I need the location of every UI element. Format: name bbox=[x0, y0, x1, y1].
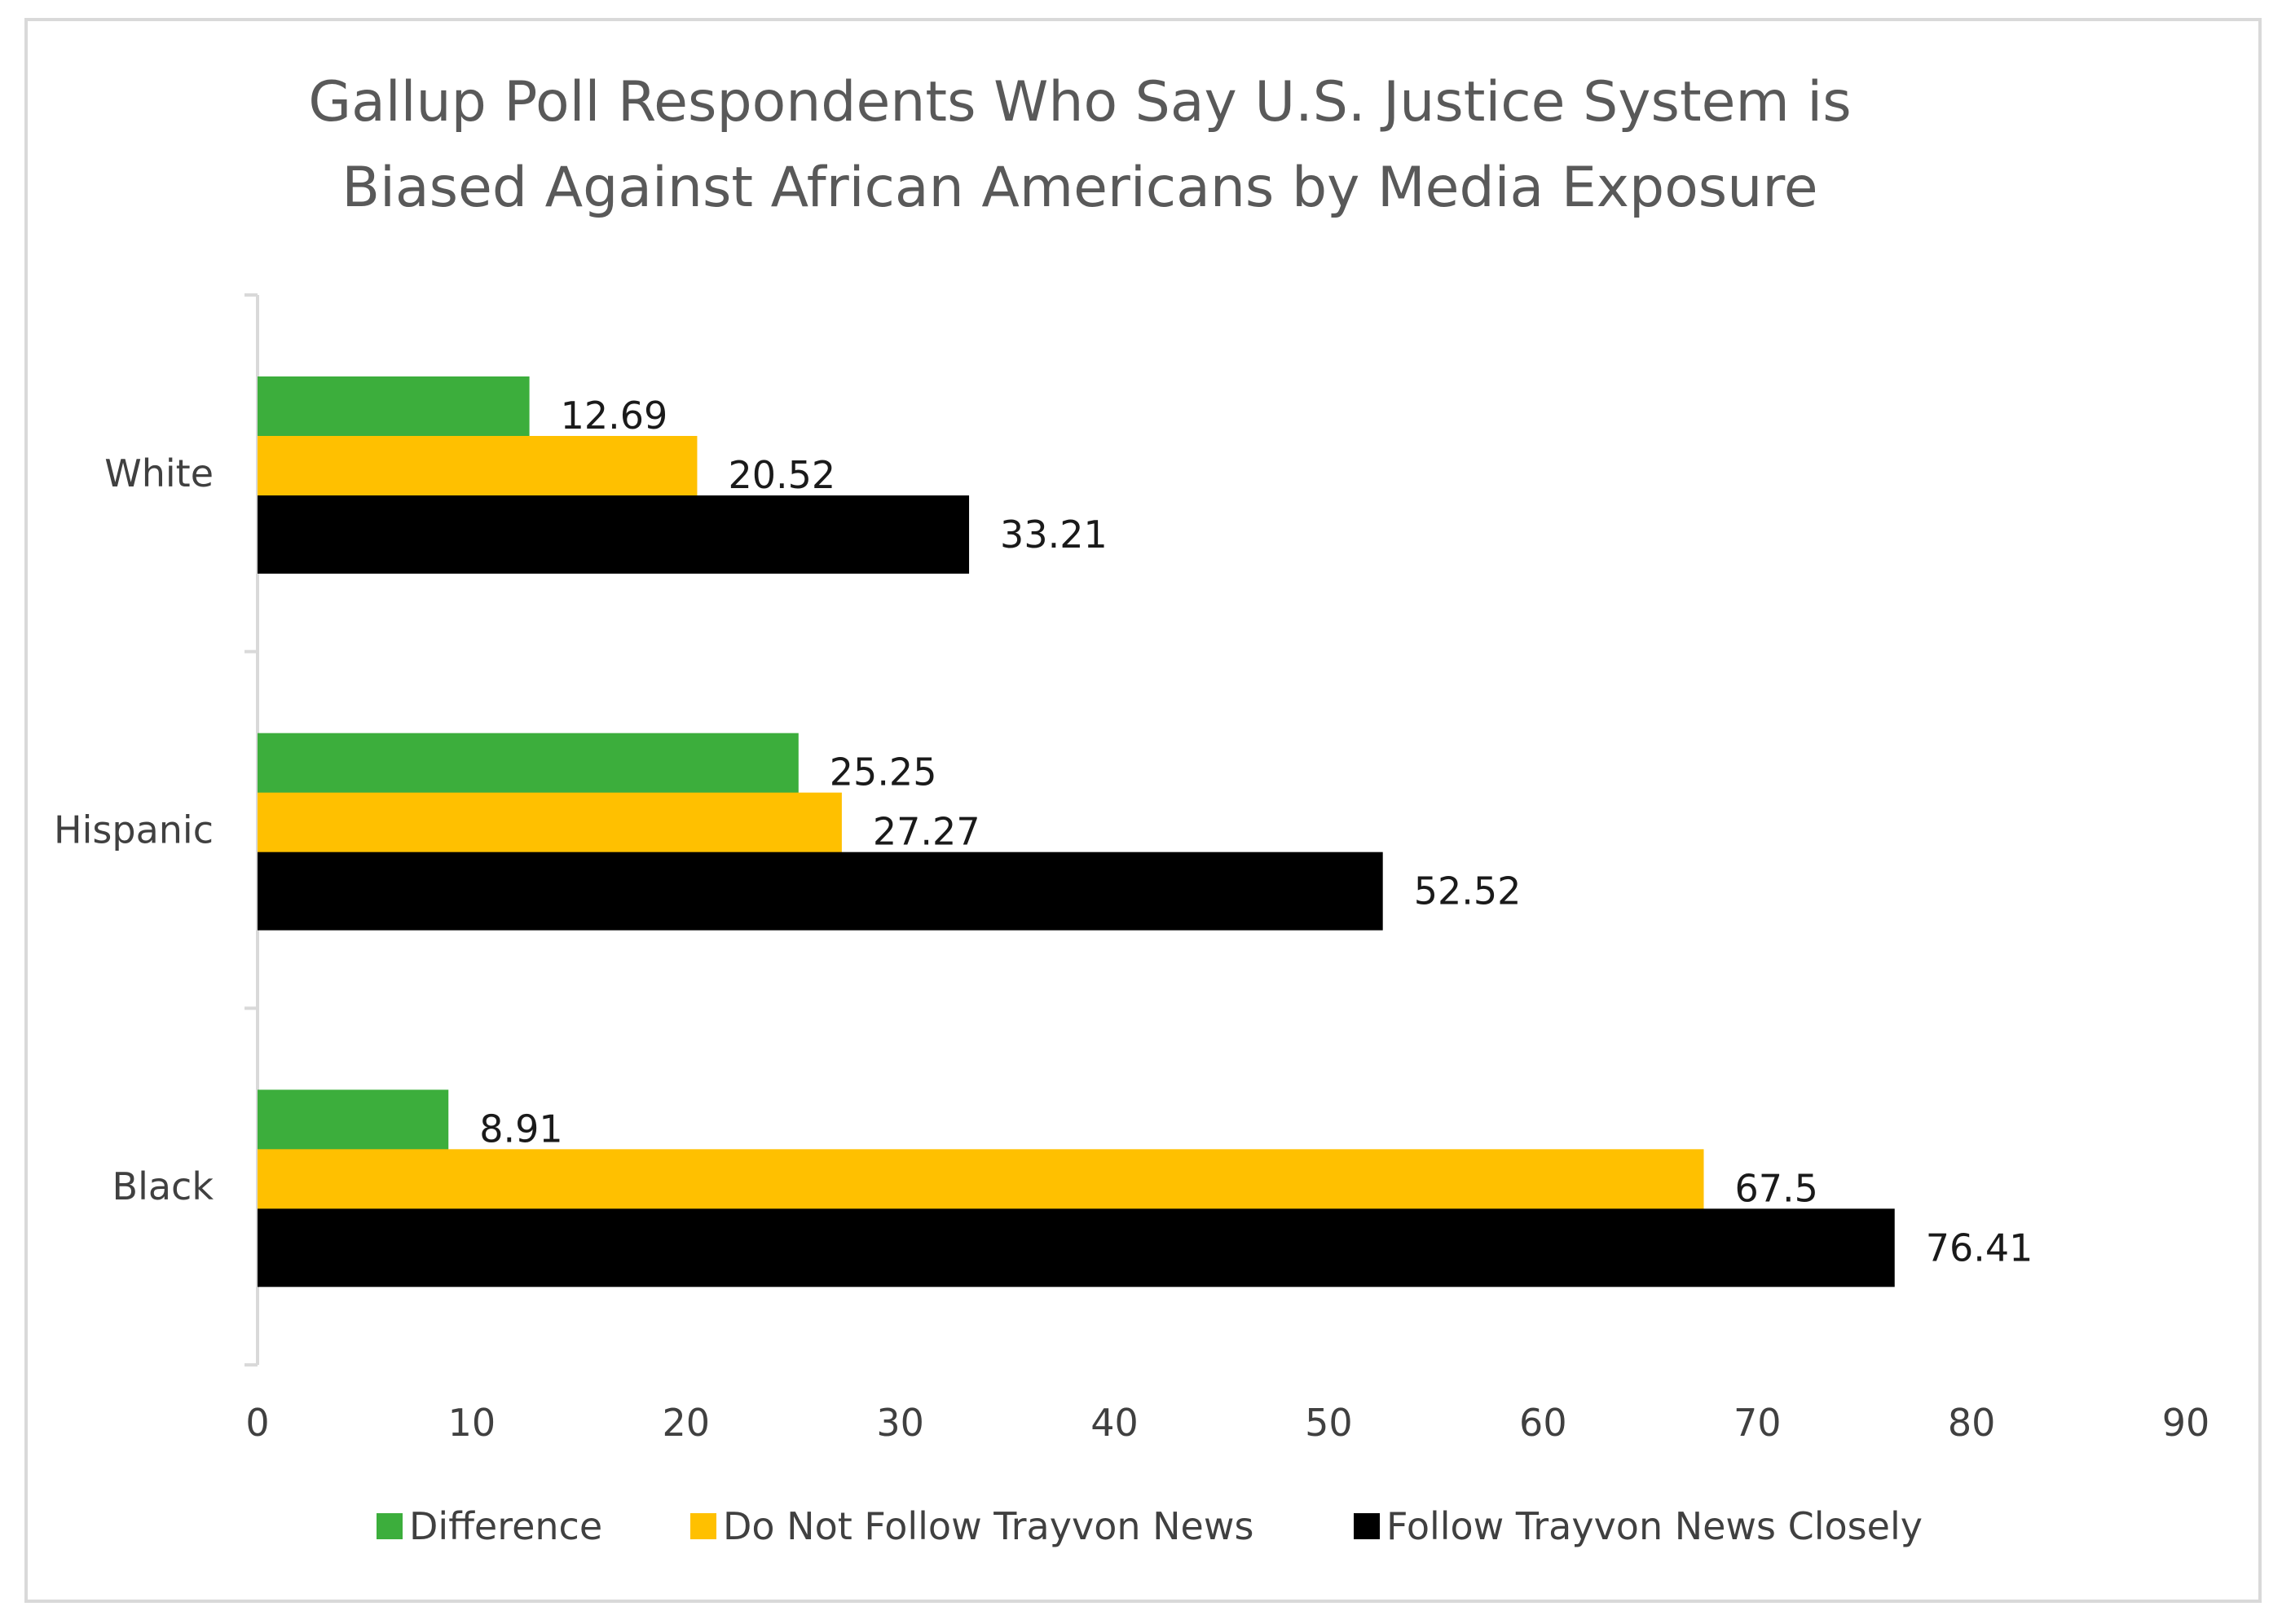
bar-white-follow-trayvon-news-closely bbox=[258, 495, 970, 574]
x-tick-label-30: 30 bbox=[876, 1401, 924, 1445]
chart-bars bbox=[258, 376, 1895, 1287]
legend-item-do-not-follow-trayvon-news: Do Not Follow Trayvon News bbox=[690, 1504, 1253, 1548]
data-label-white-follow-trayvon-news-closely: 33.21 bbox=[1000, 513, 1108, 557]
x-tick-label-10: 10 bbox=[448, 1401, 496, 1445]
category-label-white: White bbox=[104, 451, 214, 495]
x-tick-label-20: 20 bbox=[663, 1401, 711, 1445]
category-label-black: Black bbox=[112, 1164, 214, 1208]
data-label-hispanic-do-not-follow-trayvon-news: 27.27 bbox=[873, 810, 980, 854]
legend-item-follow-trayvon-news-closely: Follow Trayvon News Closely bbox=[1354, 1504, 1923, 1548]
data-label-black-follow-trayvon-news-closely: 76.41 bbox=[1926, 1226, 2033, 1270]
chart-data-labels: 12.69 20.52 33.21 25.25 27.27 52.52 8.91 67.5 76… bbox=[479, 394, 2033, 1270]
data-label-hispanic-follow-trayvon-news-closely: 52.52 bbox=[1414, 869, 1522, 913]
data-label-hispanic-difference: 25.25 bbox=[830, 750, 937, 794]
x-tick-label-50: 50 bbox=[1305, 1401, 1353, 1445]
x-tick-label-90: 90 bbox=[2162, 1401, 2210, 1445]
data-label-black-difference: 8.91 bbox=[479, 1107, 562, 1151]
legend-label-difference: Difference bbox=[409, 1504, 602, 1548]
chart-legend: Difference Do Not Follow Trayvon News Foll… bbox=[377, 1504, 1923, 1548]
legend-swatch-do-not-follow-trayvon-news bbox=[690, 1513, 716, 1539]
x-tick-label-0: 0 bbox=[245, 1401, 269, 1445]
chart-title: Gallup Poll Respondents Who Say U.S. Jus… bbox=[308, 70, 1851, 220]
category-label-hispanic: Hispanic bbox=[54, 808, 214, 852]
x-tick-label-70: 70 bbox=[1734, 1401, 1782, 1445]
data-label-white-do-not-follow-trayvon-news: 20.52 bbox=[728, 453, 835, 497]
x-tick-label-40: 40 bbox=[1090, 1401, 1139, 1445]
bar-black-follow-trayvon-news-closely bbox=[258, 1208, 1895, 1287]
legend-swatch-difference bbox=[377, 1513, 403, 1539]
legend-label-do-not-follow-trayvon-news: Do Not Follow Trayvon News bbox=[723, 1504, 1253, 1548]
legend-item-difference: Difference bbox=[377, 1504, 602, 1548]
bar-hispanic-follow-trayvon-news-closely bbox=[258, 852, 1383, 931]
data-label-white-difference: 12.69 bbox=[561, 394, 668, 438]
data-label-black-do-not-follow-trayvon-news: 67.5 bbox=[1735, 1166, 1818, 1210]
chart-title-line-1: Gallup Poll Respondents Who Say U.S. Jus… bbox=[308, 70, 1851, 134]
legend-swatch-follow-trayvon-news-closely bbox=[1354, 1513, 1380, 1539]
chart-title-line-2: Biased Against African Americans by Medi… bbox=[341, 156, 1817, 220]
x-tick-label-60: 60 bbox=[1519, 1401, 1567, 1445]
x-tick-label-80: 80 bbox=[1948, 1401, 1996, 1445]
legend-label-follow-trayvon-news-closely: Follow Trayvon News Closely bbox=[1386, 1504, 1923, 1548]
